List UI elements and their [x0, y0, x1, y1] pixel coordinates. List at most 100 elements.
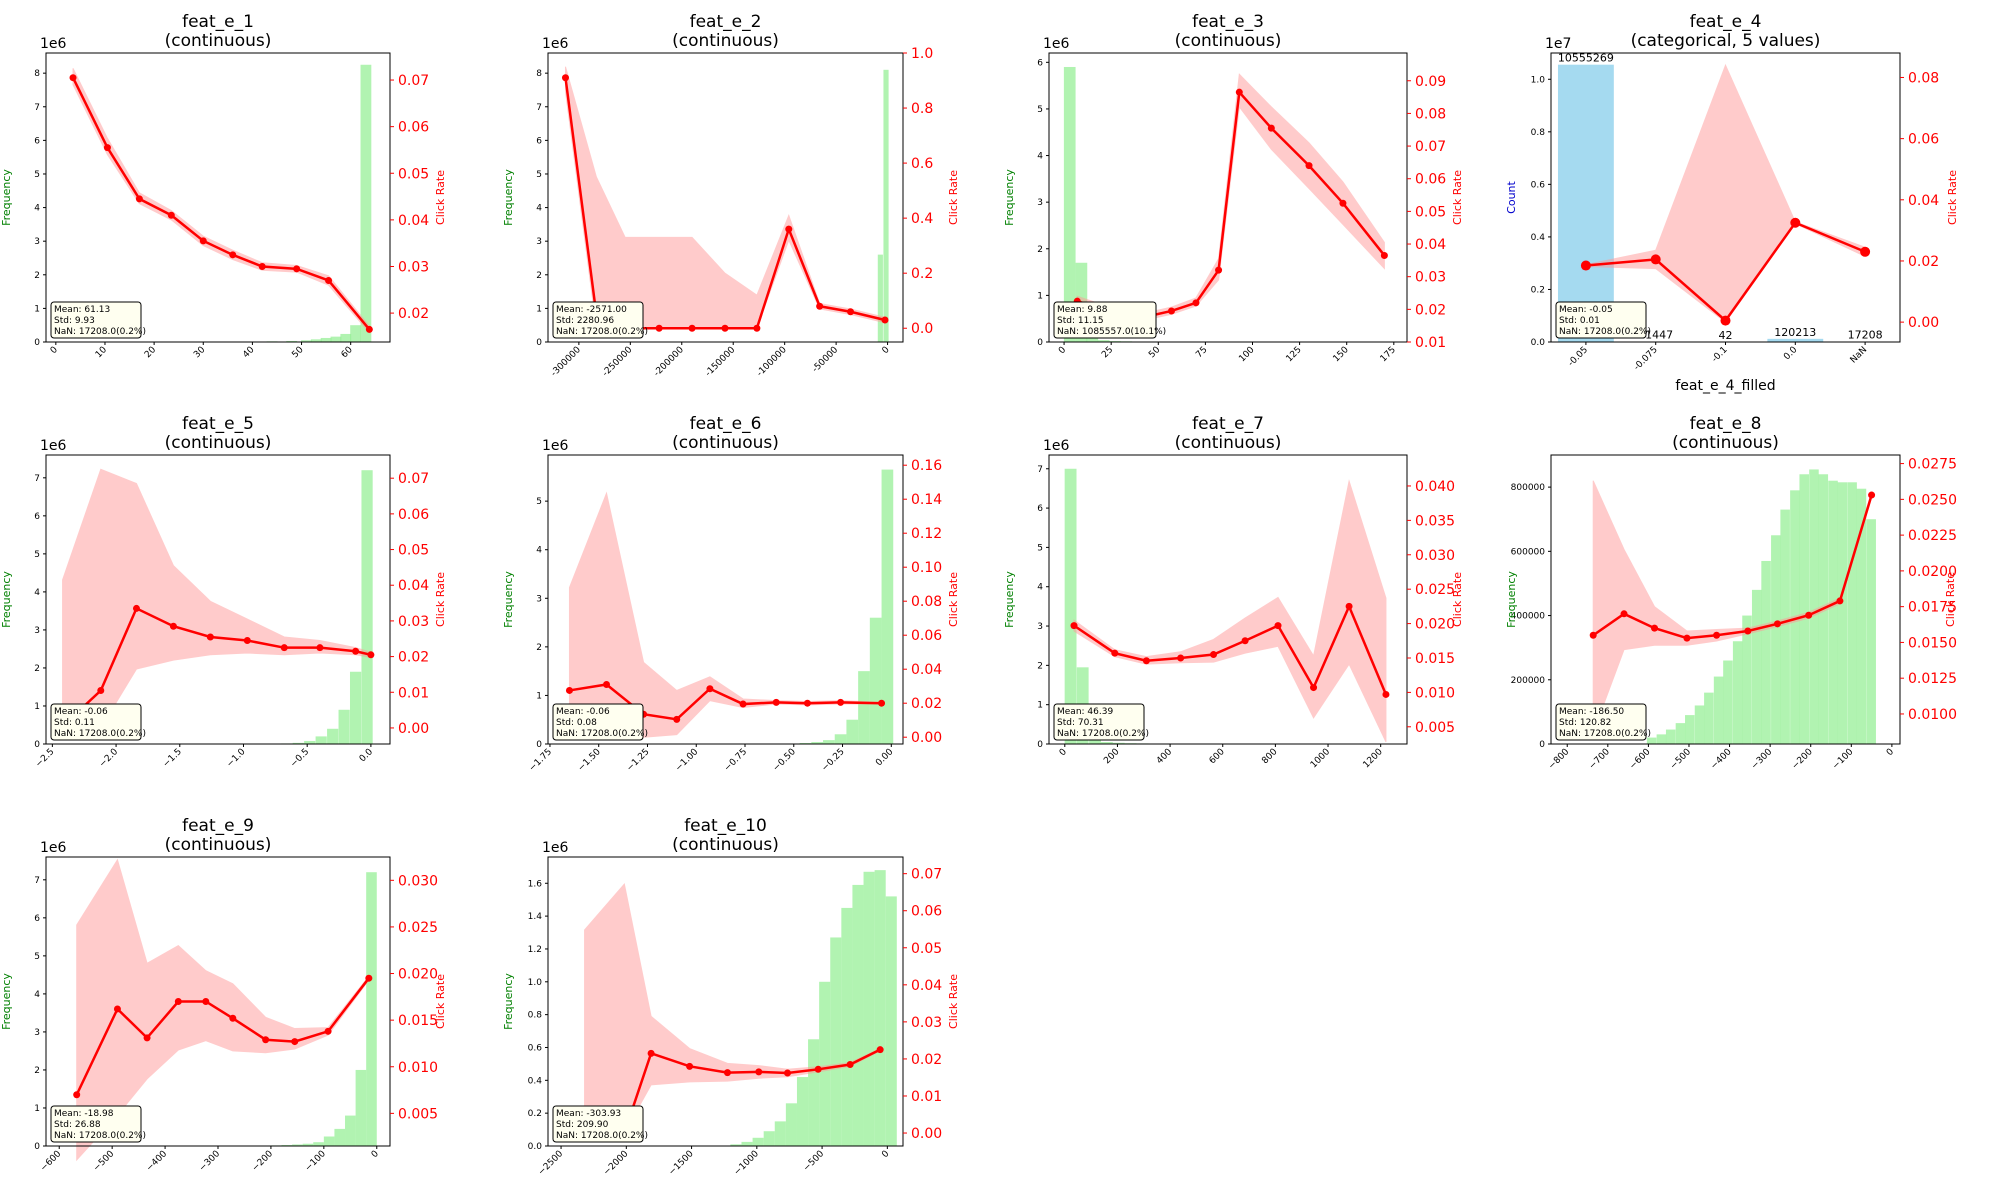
click-rate-point	[167, 211, 175, 219]
click-rate-point	[783, 1069, 791, 1077]
click-rate-point	[876, 1046, 884, 1054]
left-tick-label: 5	[536, 497, 542, 507]
click-rate-line	[1073, 603, 1388, 695]
click-rate-point	[1836, 597, 1844, 605]
right-tick-label: 0.08	[911, 594, 942, 610]
stats-nan: NaN: 17208.0(0.2%)	[54, 327, 146, 337]
chart-panel-1: feat_e_1(continuous) 0 1 2 3 4 5 6 7 8 1e6 0.02 0.03…	[0, 12, 447, 360]
left-tick-label: 5	[1037, 105, 1043, 115]
right-tick-label: 0.2	[911, 266, 933, 282]
x-tick-label: 1200	[1362, 747, 1385, 770]
x-tick-label: 0	[1885, 747, 1896, 758]
x-tick-label: −0.75	[723, 747, 750, 774]
click-rate-point	[1683, 634, 1691, 642]
x-tick-label: 100	[1237, 345, 1256, 364]
x-tick-label: 50	[290, 345, 305, 360]
left-tick-label: 6	[1037, 58, 1043, 68]
right-tick-label: 0.01	[1415, 335, 1446, 351]
right-tick-label: 0.02	[911, 1052, 942, 1068]
stats-std: Std: 9.93	[54, 316, 95, 326]
histogram-bar	[360, 64, 372, 342]
stats-std: Std: 2280.96	[556, 316, 614, 326]
left-tick-label: 1.2	[528, 945, 542, 955]
right-tick-label: 0.07	[398, 471, 429, 487]
count-bar	[1767, 338, 1824, 342]
left-tick-label: 5	[34, 170, 40, 180]
histogram-bar	[330, 336, 342, 342]
right-tick-label: 0.00	[398, 721, 429, 737]
chart-subtitle: (continuous)	[165, 433, 272, 453]
x-tick-label: −1.5	[161, 747, 184, 770]
left-tick-label: 2	[1037, 661, 1043, 671]
x-tick-label: 0	[1057, 345, 1068, 356]
histogram-bar	[320, 337, 332, 342]
histogram-bar	[819, 981, 831, 1146]
click-rate-point	[324, 1027, 332, 1035]
right-tick-label: 0.02	[1908, 254, 1939, 270]
x-tick-label: 125	[1284, 345, 1303, 364]
click-rate-point	[280, 644, 288, 652]
right-tick-label: 0.04	[911, 978, 942, 994]
right-tick-label: 0.010	[1415, 685, 1455, 701]
right-tick-label: 0.005	[1415, 720, 1455, 736]
histogram-bar	[286, 340, 298, 342]
right-axis-label: Click Rate	[434, 572, 447, 627]
right-tick-label: 0.005	[398, 1106, 438, 1122]
click-rate-line	[61, 606, 372, 728]
chart-panel-7: feat_e_7(continuous) 0 1 2 3 4 5 6 7 1e6 0.005 0.01…	[1003, 414, 1464, 770]
right-tick-label: 0.04	[398, 213, 429, 229]
click-rate-point	[686, 1062, 694, 1070]
plot-frame	[1048, 454, 1408, 745]
right-tick-label: 0.6	[911, 156, 933, 172]
right-tick-label: 0.030	[398, 873, 438, 889]
right-tick-label: 0.04	[1908, 193, 1939, 209]
x-tick-label: -100000	[755, 345, 789, 379]
x-tick-label: -50000	[811, 345, 841, 375]
click-rate-point	[1274, 622, 1282, 630]
left-tick-label: 0	[536, 338, 542, 348]
click-rate-point	[755, 1068, 763, 1076]
stats-std: Std: 11.15	[1057, 316, 1104, 326]
right-tick-label: 0.02	[398, 306, 429, 322]
x-tick-label: −1.50	[576, 747, 603, 774]
left-tick-label: 0.0	[528, 1142, 543, 1152]
left-tick-label: 3	[536, 237, 542, 247]
click-rate-point	[1860, 246, 1871, 257]
stats-mean: Mean: -186.50	[1559, 707, 1624, 717]
click-rate-point	[1310, 684, 1318, 692]
chart-title: feat_e_10	[684, 816, 767, 836]
right-tick-label: 0.06	[911, 628, 942, 644]
click-rate-point	[1267, 124, 1275, 132]
left-tick-label: 6	[536, 136, 542, 146]
stats-std: Std: 120.82	[1559, 718, 1611, 728]
right-axis-label: Click Rate	[434, 974, 447, 1029]
histogram-bar	[730, 1144, 742, 1146]
histogram-bar	[1828, 480, 1838, 744]
left-axis-label: Frequency	[0, 571, 13, 628]
x-tick-label: −400	[1709, 747, 1734, 772]
histogram-bar	[883, 69, 889, 343]
histogram-bar	[292, 742, 304, 744]
left-axis-offset: 1e6	[40, 840, 67, 856]
click-rate-line	[75, 977, 370, 1096]
chart-title: feat_e_8	[1690, 414, 1762, 434]
histogram-bar	[1713, 676, 1724, 744]
click-rate-point	[878, 699, 886, 707]
click-rate-point	[1620, 610, 1628, 618]
click-rate-point	[1713, 631, 1721, 639]
x-tick-label: −0.25	[820, 747, 847, 774]
right-tick-label: 0.14	[911, 492, 942, 508]
x-tick-label: 0	[49, 345, 60, 356]
left-tick-label: 2	[34, 664, 40, 674]
x-tick-label: −300	[1750, 747, 1775, 772]
click-rate-point	[367, 651, 375, 659]
histogram-bar	[830, 937, 842, 1146]
histogram-bar	[345, 1115, 356, 1146]
left-axis-offset: 1e6	[40, 36, 67, 52]
left-tick-label: 1.4	[528, 912, 543, 922]
right-tick-label: 0.020	[1415, 617, 1455, 633]
left-tick-label: 0.2	[528, 1109, 542, 1119]
